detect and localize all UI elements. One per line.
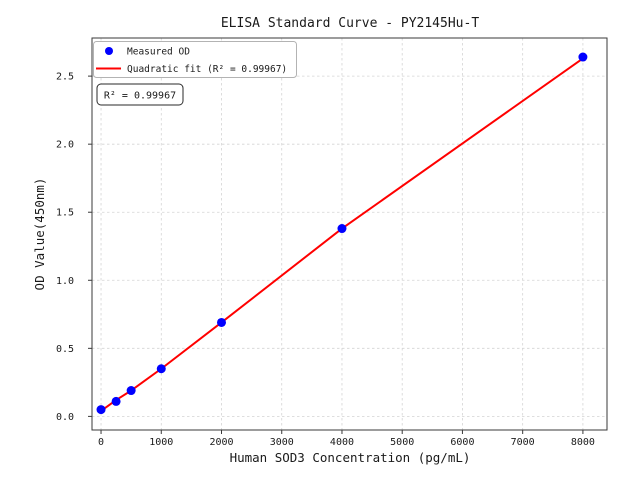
- y-tick-label-1.5: 1.5: [56, 208, 74, 219]
- legend-marker-measured-od-icon: [105, 47, 113, 55]
- r-squared-box: [96, 83, 184, 106]
- series-layer: [96, 52, 588, 415]
- x-tick-label-2000: 2000: [209, 437, 233, 448]
- x-tick-label-7000: 7000: [511, 437, 535, 448]
- data-point-2000: [217, 317, 227, 327]
- data-point-8000: [578, 52, 588, 62]
- data-point-250: [111, 396, 121, 406]
- x-tick-label-5000: 5000: [390, 437, 414, 448]
- x-tick-label-8000: 8000: [571, 437, 595, 448]
- data-point-1000: [156, 364, 166, 374]
- tick-layer: 0 1000 2000 3000 4000 5000 6000 7000 8000 0.0 0.5 1…: [56, 72, 595, 448]
- chart-title: ELISA Standard Curve - PY2145Hu-T: [221, 16, 479, 31]
- x-tick-label-1000: 1000: [149, 437, 173, 448]
- data-point-4000: [337, 224, 347, 234]
- x-tick-label-4000: 4000: [330, 437, 354, 448]
- legend: Measured OD Quadratic fit (R² = 0.99967): [93, 41, 297, 78]
- r-squared-annotation: R² = 0.99967: [96, 83, 184, 106]
- legend-label-quadratic-fit: Quadratic fit (R² = 0.99967): [127, 64, 287, 75]
- x-tick-label-3000: 3000: [270, 437, 294, 448]
- data-point-0: [96, 405, 106, 415]
- y-tick-label-1.0: 1.0: [56, 276, 74, 287]
- y-axis-label: OD Value(450nm): [32, 178, 47, 291]
- legend-box: [93, 41, 297, 78]
- y-tick-label-0.0: 0.0: [56, 412, 74, 423]
- plot-area-border: [91, 37, 608, 431]
- r-squared-text: R² = 0.99967: [104, 91, 176, 102]
- x-tick-label-0: 0: [98, 437, 104, 448]
- x-axis-label: Human SOD3 Concentration (pg/mL): [230, 450, 471, 465]
- data-point-500: [126, 386, 136, 396]
- x-tick-label-6000: 6000: [450, 437, 474, 448]
- y-tick-label-0.5: 0.5: [56, 344, 74, 355]
- legend-label-measured-od: Measured OD: [127, 47, 190, 58]
- y-tick-label-2.0: 2.0: [56, 140, 74, 151]
- y-tick-label-2.5: 2.5: [56, 72, 74, 83]
